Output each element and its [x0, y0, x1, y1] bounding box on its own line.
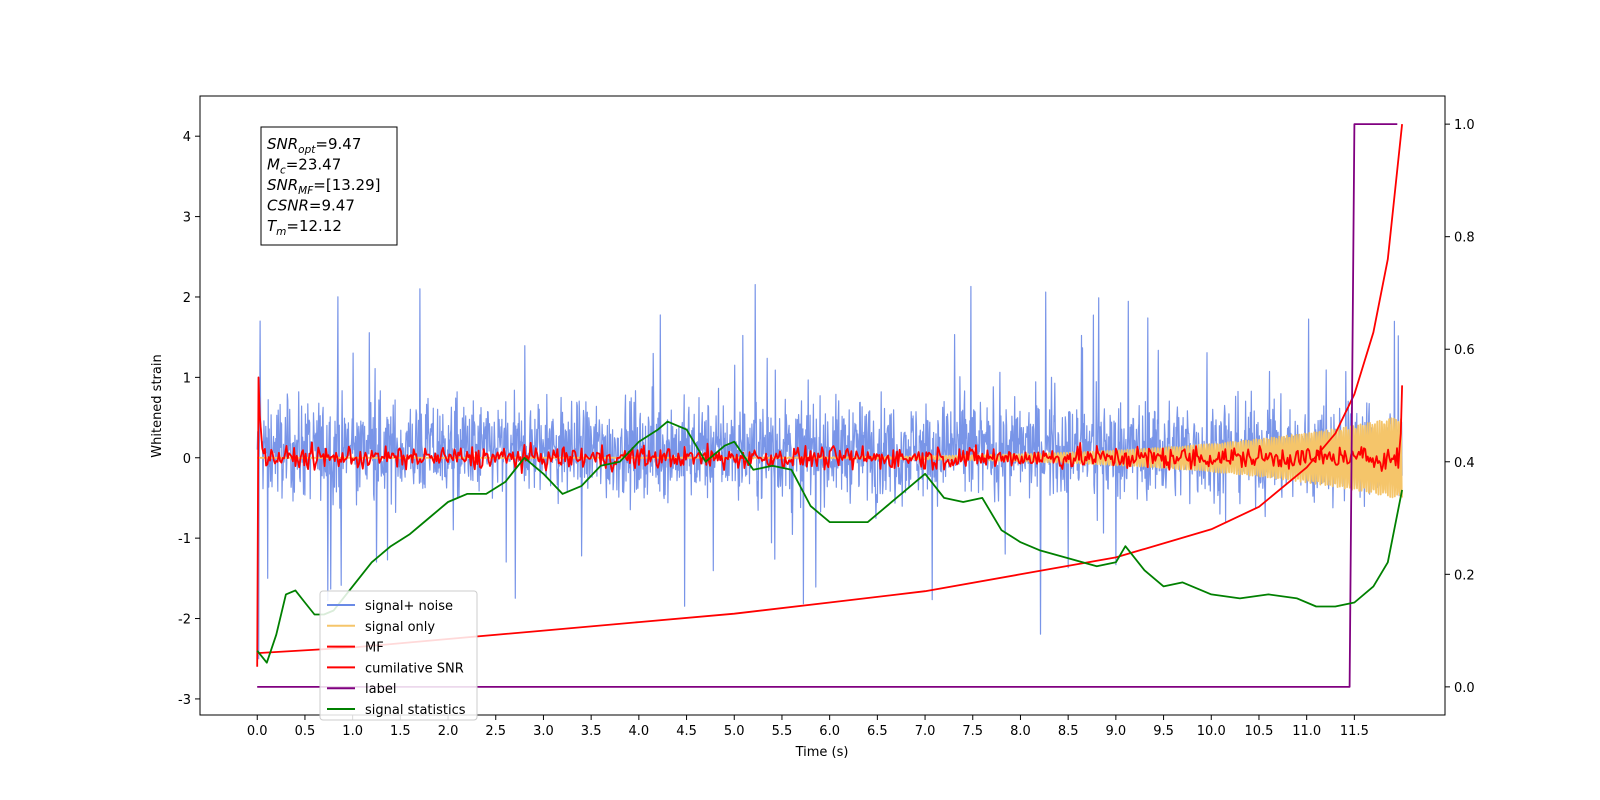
info-line: Mc=23.47 [267, 156, 341, 177]
legend-label: MF [365, 641, 384, 656]
x-tick-label: 9.5 [1153, 724, 1174, 739]
x-tick-label: 11.5 [1340, 724, 1369, 739]
y-tick-label: 2 [183, 291, 191, 306]
info-line-main: SNR [267, 176, 298, 194]
info-line: CSNR=9.47 [267, 197, 355, 215]
info-line-main: M [267, 156, 280, 174]
x-tick-label: 11.0 [1292, 724, 1321, 739]
y2-tick-label: 0.0 [1454, 681, 1475, 696]
x-tick-label: 5.0 [724, 724, 745, 739]
y2-tick-label: 1.0 [1454, 118, 1475, 133]
info-line-value: =23.47 [286, 156, 342, 174]
x-tick-label: 3.5 [581, 724, 602, 739]
legend-frame [319, 590, 478, 721]
info-line-value: =[13.29] [313, 176, 380, 194]
x-axis-label: Time (s) [795, 745, 849, 760]
legend: signal+ noise signal only MF cumilative SNR… [319, 590, 478, 721]
legend-label: signal+ noise [365, 599, 453, 614]
x-tick-label: 2.5 [485, 724, 506, 739]
x-tick-label: 9.0 [1106, 724, 1127, 739]
info-line: SNRopt=9.47 [267, 135, 361, 156]
y-tick-label: -2 [178, 613, 191, 628]
info-line-sub: m [276, 226, 286, 238]
x-tick-label: 5.5 [772, 724, 793, 739]
x-tick-label: 1.0 [342, 724, 363, 739]
series-signal-noise [256, 284, 1403, 660]
info-line-value: =9.47 [315, 135, 361, 153]
y-axis-label: Whitened strain [150, 354, 165, 457]
series-mf [256, 376, 1403, 667]
info-line-main: SNR [267, 135, 298, 153]
x-tick-label: 6.0 [819, 724, 840, 739]
info-line-sub: opt [298, 144, 316, 156]
x-tick-label: 8.0 [1010, 724, 1031, 739]
info-line: Tm=12.12 [267, 217, 342, 238]
x-tick-label: 7.0 [915, 724, 936, 739]
x-tick-label: 4.5 [676, 724, 697, 739]
x-tick-label: 3.0 [533, 724, 554, 739]
plot-frame [199, 95, 1446, 716]
info-line-main: T [267, 217, 278, 235]
info-line-main: CSNR [267, 197, 309, 215]
info-line-sub: c [280, 165, 286, 177]
y-tick-label: 1 [183, 371, 191, 386]
series-signal-statistics [256, 420, 1403, 664]
y-tick-label: 0 [183, 452, 191, 467]
y-tick-label: 3 [183, 211, 191, 226]
x-tick-label: 0.0 [247, 724, 268, 739]
legend-label: cumilative SNR [365, 661, 464, 676]
y2-tick-label: 0.6 [1454, 343, 1475, 358]
series-cumilative-snr [257, 124, 1403, 654]
x-tick-label: 10.0 [1197, 724, 1226, 739]
y2-tick-label: 0.2 [1454, 568, 1475, 583]
x-tick-label: 6.5 [867, 724, 888, 739]
y2-tick-label: 0.8 [1454, 231, 1475, 246]
y-tick-label: -3 [178, 693, 191, 708]
legend-label: signal only [365, 620, 435, 635]
x-tick-label: 10.5 [1244, 724, 1273, 739]
info-line: SNRMF=[13.29] [267, 176, 381, 197]
legend-label: label [365, 682, 396, 697]
y-tick-label: -1 [178, 532, 191, 547]
y-tick-label: 4 [183, 130, 191, 145]
x-tick-label: 7.5 [962, 724, 983, 739]
info-line-value: =9.47 [309, 197, 355, 215]
info-line-sub: MF [298, 185, 314, 197]
series-label [257, 123, 1398, 688]
legend-label: signal statistics [365, 703, 466, 718]
info-box: SNRopt=9.47Mc=23.47SNRMF=[13.29]CSNR=9.4… [260, 126, 398, 246]
x-tick-label: 1.5 [390, 724, 411, 739]
x-tick-label: 2.0 [438, 724, 459, 739]
info-line-value: =12.12 [286, 217, 342, 235]
x-tick-label: 4.0 [629, 724, 650, 739]
x-tick-label: 8.5 [1058, 724, 1079, 739]
y2-tick-label: 0.4 [1454, 456, 1475, 471]
info-box-frame [260, 126, 398, 246]
x-tick-label: 0.5 [295, 724, 316, 739]
